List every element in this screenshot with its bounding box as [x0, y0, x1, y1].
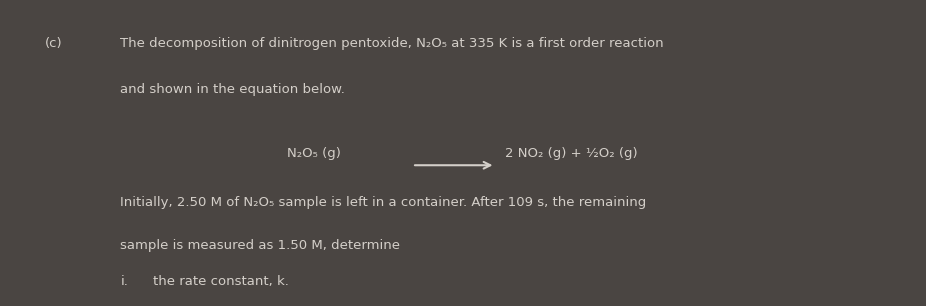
- Text: Initially, 2.50 M of N₂O₅ sample is left in a container. After 109 s, the remain: Initially, 2.50 M of N₂O₅ sample is left…: [120, 196, 646, 209]
- Text: N₂O₅ (g): N₂O₅ (g): [287, 147, 341, 160]
- Text: (c): (c): [44, 37, 62, 50]
- Text: sample is measured as 1.50 M, determine: sample is measured as 1.50 M, determine: [120, 239, 400, 252]
- Text: The decomposition of dinitrogen pentoxide, N₂O₅ at 335 K is a first order reacti: The decomposition of dinitrogen pentoxid…: [120, 37, 664, 50]
- Text: and shown in the equation below.: and shown in the equation below.: [120, 83, 345, 95]
- Text: the rate constant, k.: the rate constant, k.: [153, 275, 289, 288]
- Text: i.: i.: [120, 275, 129, 288]
- Text: 2 NO₂ (g) + ½O₂ (g): 2 NO₂ (g) + ½O₂ (g): [505, 147, 637, 160]
